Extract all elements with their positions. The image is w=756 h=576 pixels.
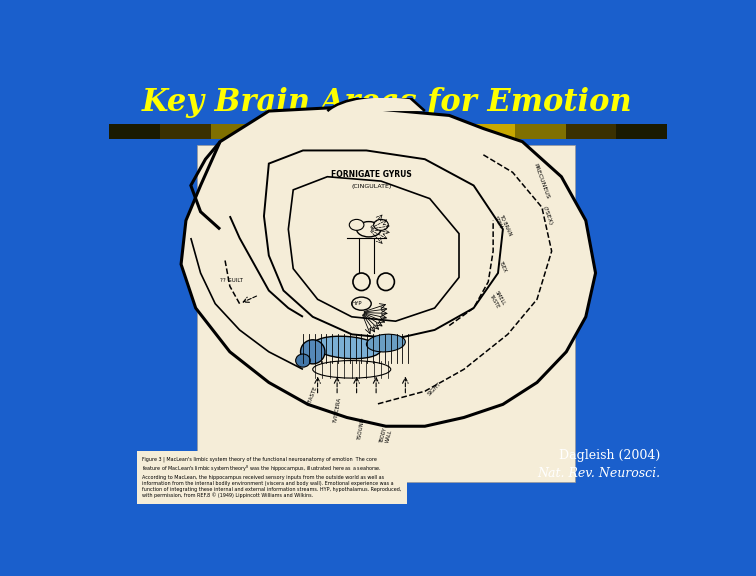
PathPatch shape xyxy=(288,177,459,321)
Text: ?SEX: ?SEX xyxy=(498,261,508,274)
Ellipse shape xyxy=(357,222,381,237)
Text: ?SOUND: ?SOUND xyxy=(357,417,366,441)
Text: ?? GUILT: ?? GUILT xyxy=(220,278,243,283)
Ellipse shape xyxy=(377,273,395,290)
Bar xyxy=(211,124,262,139)
Bar xyxy=(565,124,616,139)
FancyBboxPatch shape xyxy=(197,145,575,482)
Text: Dagleish (2004): Dagleish (2004) xyxy=(559,449,660,461)
Text: FORNIGATE GYRUS: FORNIGATE GYRUS xyxy=(331,170,411,179)
Bar xyxy=(464,124,515,139)
PathPatch shape xyxy=(327,96,425,111)
Ellipse shape xyxy=(352,297,371,310)
Text: ?TASTE: ?TASTE xyxy=(307,385,318,406)
Text: ?VISCERA: ?VISCERA xyxy=(333,396,342,423)
Text: HYP: HYP xyxy=(352,301,362,306)
Text: (CINGULATE): (CINGULATE) xyxy=(351,184,392,189)
Bar xyxy=(363,124,414,139)
Text: SIGHT: SIGHT xyxy=(427,381,442,397)
PathPatch shape xyxy=(264,150,503,339)
Bar xyxy=(616,124,667,139)
Text: Key Brain Areas for Emotion: Key Brain Areas for Emotion xyxy=(142,87,633,118)
Ellipse shape xyxy=(313,336,381,359)
Ellipse shape xyxy=(301,340,325,364)
Ellipse shape xyxy=(367,334,405,352)
Ellipse shape xyxy=(296,354,310,367)
Bar xyxy=(160,124,211,139)
Bar xyxy=(312,124,363,139)
Text: TO BRAIN
STEM: TO BRAIN STEM xyxy=(493,213,513,239)
Text: Figure 3 | MacLean's limbic system theory of the functional neuroanatomy of emot: Figure 3 | MacLean's limbic system theor… xyxy=(142,457,401,498)
Text: PRECUNEUS: PRECUNEUS xyxy=(532,162,550,200)
Ellipse shape xyxy=(349,219,364,230)
Ellipse shape xyxy=(353,273,370,290)
Bar xyxy=(109,124,160,139)
Bar xyxy=(262,124,312,139)
PathPatch shape xyxy=(181,107,596,426)
Text: (?SEX): (?SEX) xyxy=(542,205,553,226)
Text: ?BODY
WALL: ?BODY WALL xyxy=(379,426,393,445)
Text: Nat. Rev. Neurosci.: Nat. Rev. Neurosci. xyxy=(537,467,660,480)
Text: SMELL
TASTE: SMELL TASTE xyxy=(488,290,506,309)
Bar xyxy=(515,124,565,139)
Bar xyxy=(414,124,464,139)
Ellipse shape xyxy=(373,219,389,230)
